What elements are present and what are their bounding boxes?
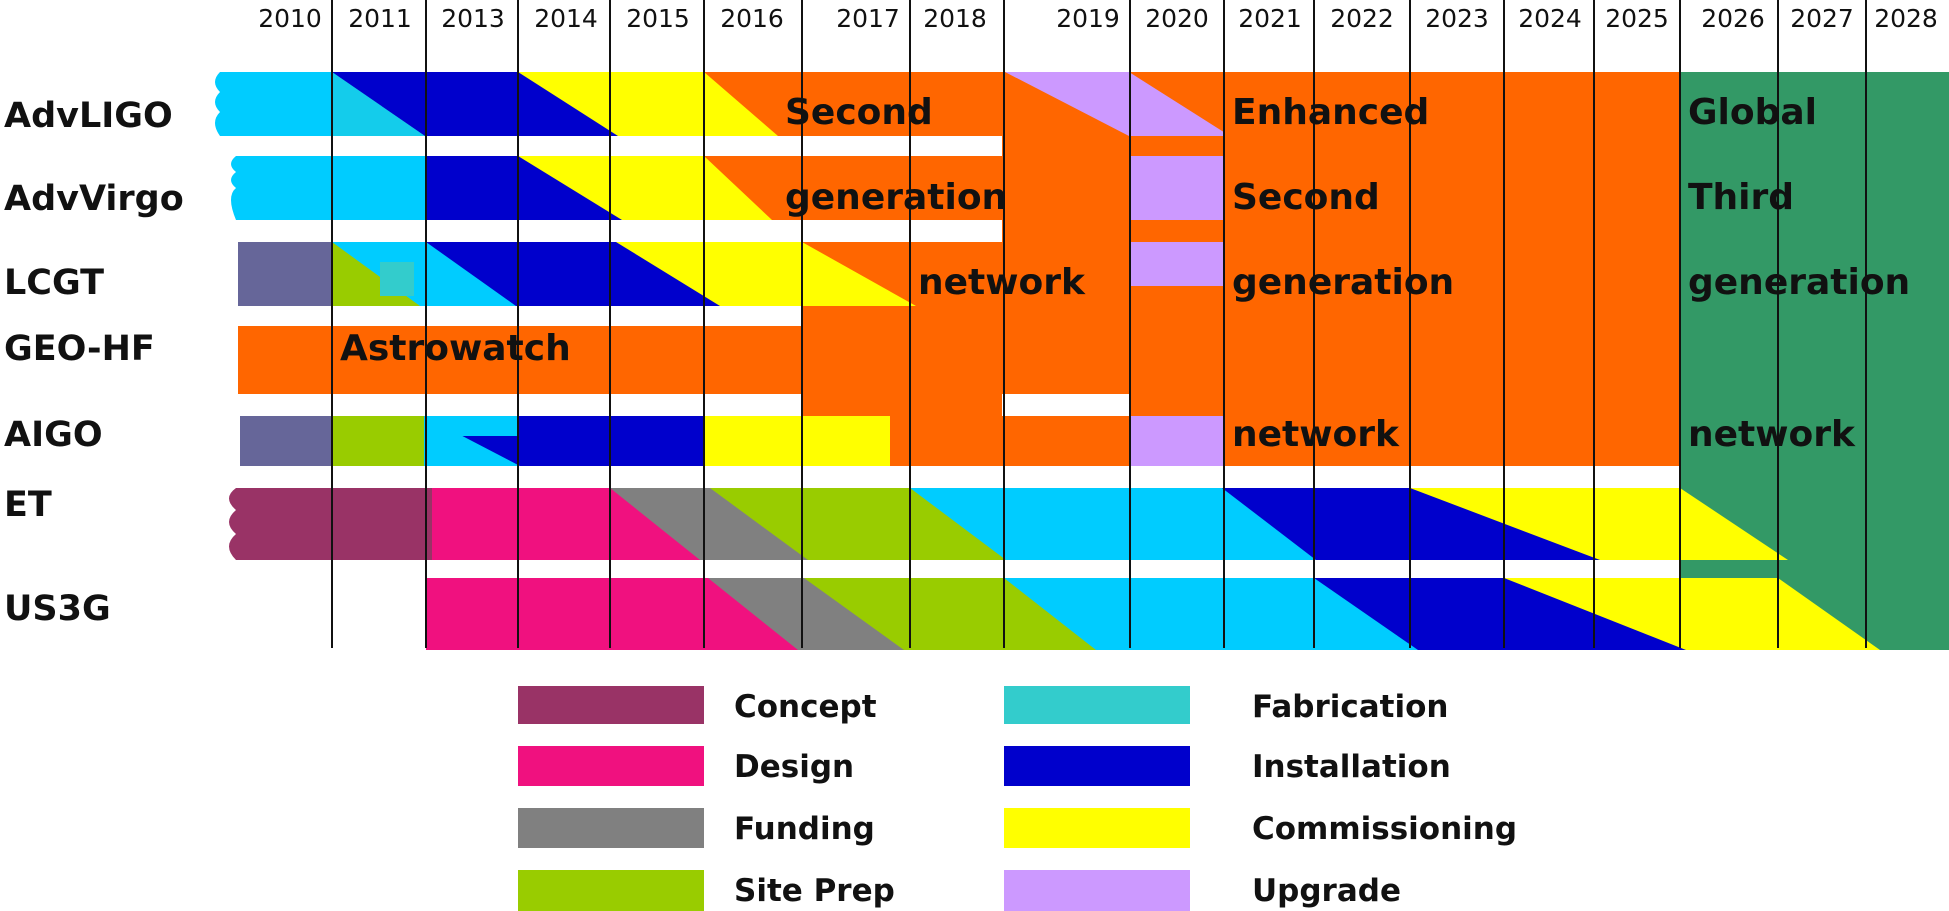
- year-label: 2015: [626, 4, 690, 33]
- year-label: 2018: [923, 4, 987, 33]
- label-third: Third: [1688, 177, 1794, 218]
- year-label: 2021: [1238, 4, 1302, 33]
- label-generation: generation: [785, 177, 1007, 218]
- detector-label-us3g: US3G: [4, 589, 111, 629]
- overlay-labels: Second generation network Astrowatch Enh…: [340, 92, 1910, 455]
- legend-label-commissioning: Commissioning: [1252, 811, 1517, 847]
- year-label: 2023: [1425, 4, 1489, 33]
- year-label: 2016: [720, 4, 784, 33]
- year-label: 2027: [1790, 4, 1854, 33]
- label-second: Second: [785, 92, 933, 133]
- year-label: 2024: [1518, 4, 1582, 33]
- detector-label-advvirgo: AdvVirgo: [4, 179, 184, 219]
- label-enhanced-second: Second: [1232, 177, 1380, 218]
- year-label: 2010: [258, 4, 322, 33]
- detector-label-et: ET: [4, 485, 52, 525]
- row-et-bars: [229, 488, 1788, 560]
- year-label: 2019: [1056, 4, 1120, 33]
- year-label: 2020: [1145, 4, 1209, 33]
- year-label: 2013: [441, 4, 505, 33]
- legend-label-funding: Funding: [734, 811, 875, 847]
- third-generation-network-block: [1680, 72, 1949, 650]
- label-network: network: [918, 262, 1086, 303]
- year-label: 2022: [1330, 4, 1394, 33]
- legend-label-upgrade: Upgrade: [1252, 873, 1401, 909]
- label-third-generation: generation: [1688, 262, 1910, 303]
- legend-swatch-commissioning: [1004, 808, 1190, 848]
- year-label: 2014: [534, 4, 598, 33]
- legend-swatch-funding: [518, 808, 704, 848]
- label-enhanced: Enhanced: [1232, 92, 1429, 133]
- detector-label-lcgt: LCGT: [4, 263, 104, 303]
- year-label: 2026: [1701, 4, 1765, 33]
- legend-swatch-fabrication: [1004, 686, 1190, 724]
- label-third-network: network: [1688, 414, 1856, 455]
- second-generation-network-block: [802, 72, 1680, 466]
- legend-label-fabrication: Fabrication: [1252, 689, 1449, 725]
- legend-swatch-installation: [1004, 746, 1190, 786]
- detector-label-advligo: AdvLIGO: [4, 96, 173, 136]
- legend-label-design: Design: [734, 749, 854, 785]
- row-us3g-bars: [426, 578, 1880, 650]
- year-label: 2025: [1605, 4, 1669, 33]
- legend-label-concept: Concept: [734, 689, 877, 725]
- legend-swatch-concept: [518, 686, 704, 724]
- legend: Concept Design Funding Site Prep Fabrica…: [518, 686, 1517, 911]
- label-global: Global: [1688, 92, 1817, 133]
- label-enhanced-generation: generation: [1232, 262, 1454, 303]
- legend-label-installation: Installation: [1252, 749, 1451, 785]
- legend-label-site-prep: Site Prep: [734, 873, 895, 909]
- year-label: 2011: [348, 4, 412, 33]
- detector-label-aigo: AIGO: [4, 415, 103, 455]
- legend-swatch-design: [518, 746, 704, 786]
- legend-swatch-upgrade: [1004, 870, 1190, 911]
- label-enhanced-network: network: [1232, 414, 1400, 455]
- detector-label-geohf: GEO-HF: [4, 329, 155, 369]
- label-astrowatch: Astrowatch: [340, 328, 571, 369]
- year-header: 2010 2011 2013 2014 2015 2016 2017 2018 …: [258, 4, 1938, 33]
- year-gridlines: [331, 0, 1867, 648]
- detector-labels: AdvLIGO AdvVirgo LCGT GEO-HF AIGO ET US3…: [4, 96, 184, 629]
- year-label: 2028: [1874, 4, 1938, 33]
- year-label: 2017: [836, 4, 900, 33]
- legend-swatch-site-prep: [518, 870, 704, 911]
